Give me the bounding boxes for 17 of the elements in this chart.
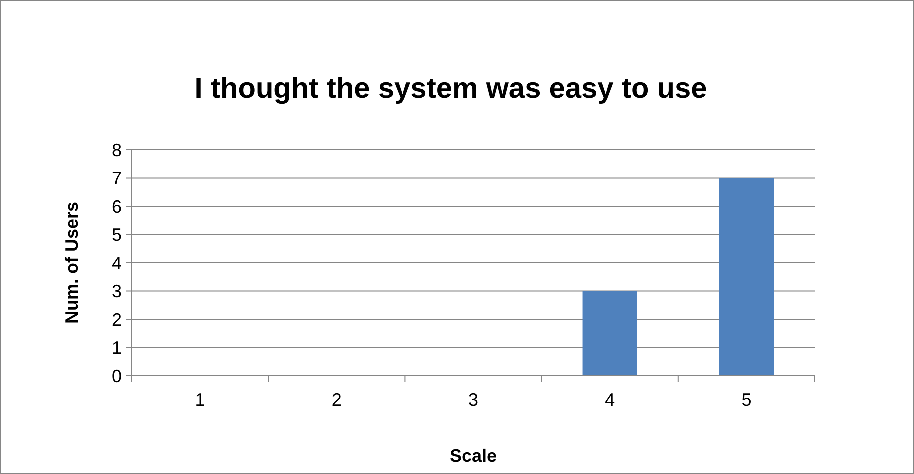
y-tick-label: 0	[112, 366, 122, 386]
y-axis-title: Num. of Users	[62, 202, 82, 324]
chart-title: I thought the system was easy to use	[194, 73, 708, 105]
x-tick-label: 5	[742, 390, 752, 410]
x-axis-title: Scale	[450, 446, 498, 466]
y-tick-label: 1	[112, 338, 122, 358]
y-tick-label: 7	[112, 168, 122, 189]
y-tick-label: 6	[112, 196, 122, 217]
y-tick-label: 3	[112, 282, 122, 302]
y-tick-label: 5	[112, 225, 122, 246]
y-tick-label: 2	[112, 310, 122, 330]
x-tick-label: 4	[605, 390, 616, 410]
y-tick-label: 8	[112, 140, 122, 160]
x-tick-label: 3	[468, 390, 479, 410]
x-tick-label: 1	[195, 390, 206, 410]
x-tick-label: 2	[332, 390, 342, 410]
y-tick-label: 4	[112, 253, 122, 274]
